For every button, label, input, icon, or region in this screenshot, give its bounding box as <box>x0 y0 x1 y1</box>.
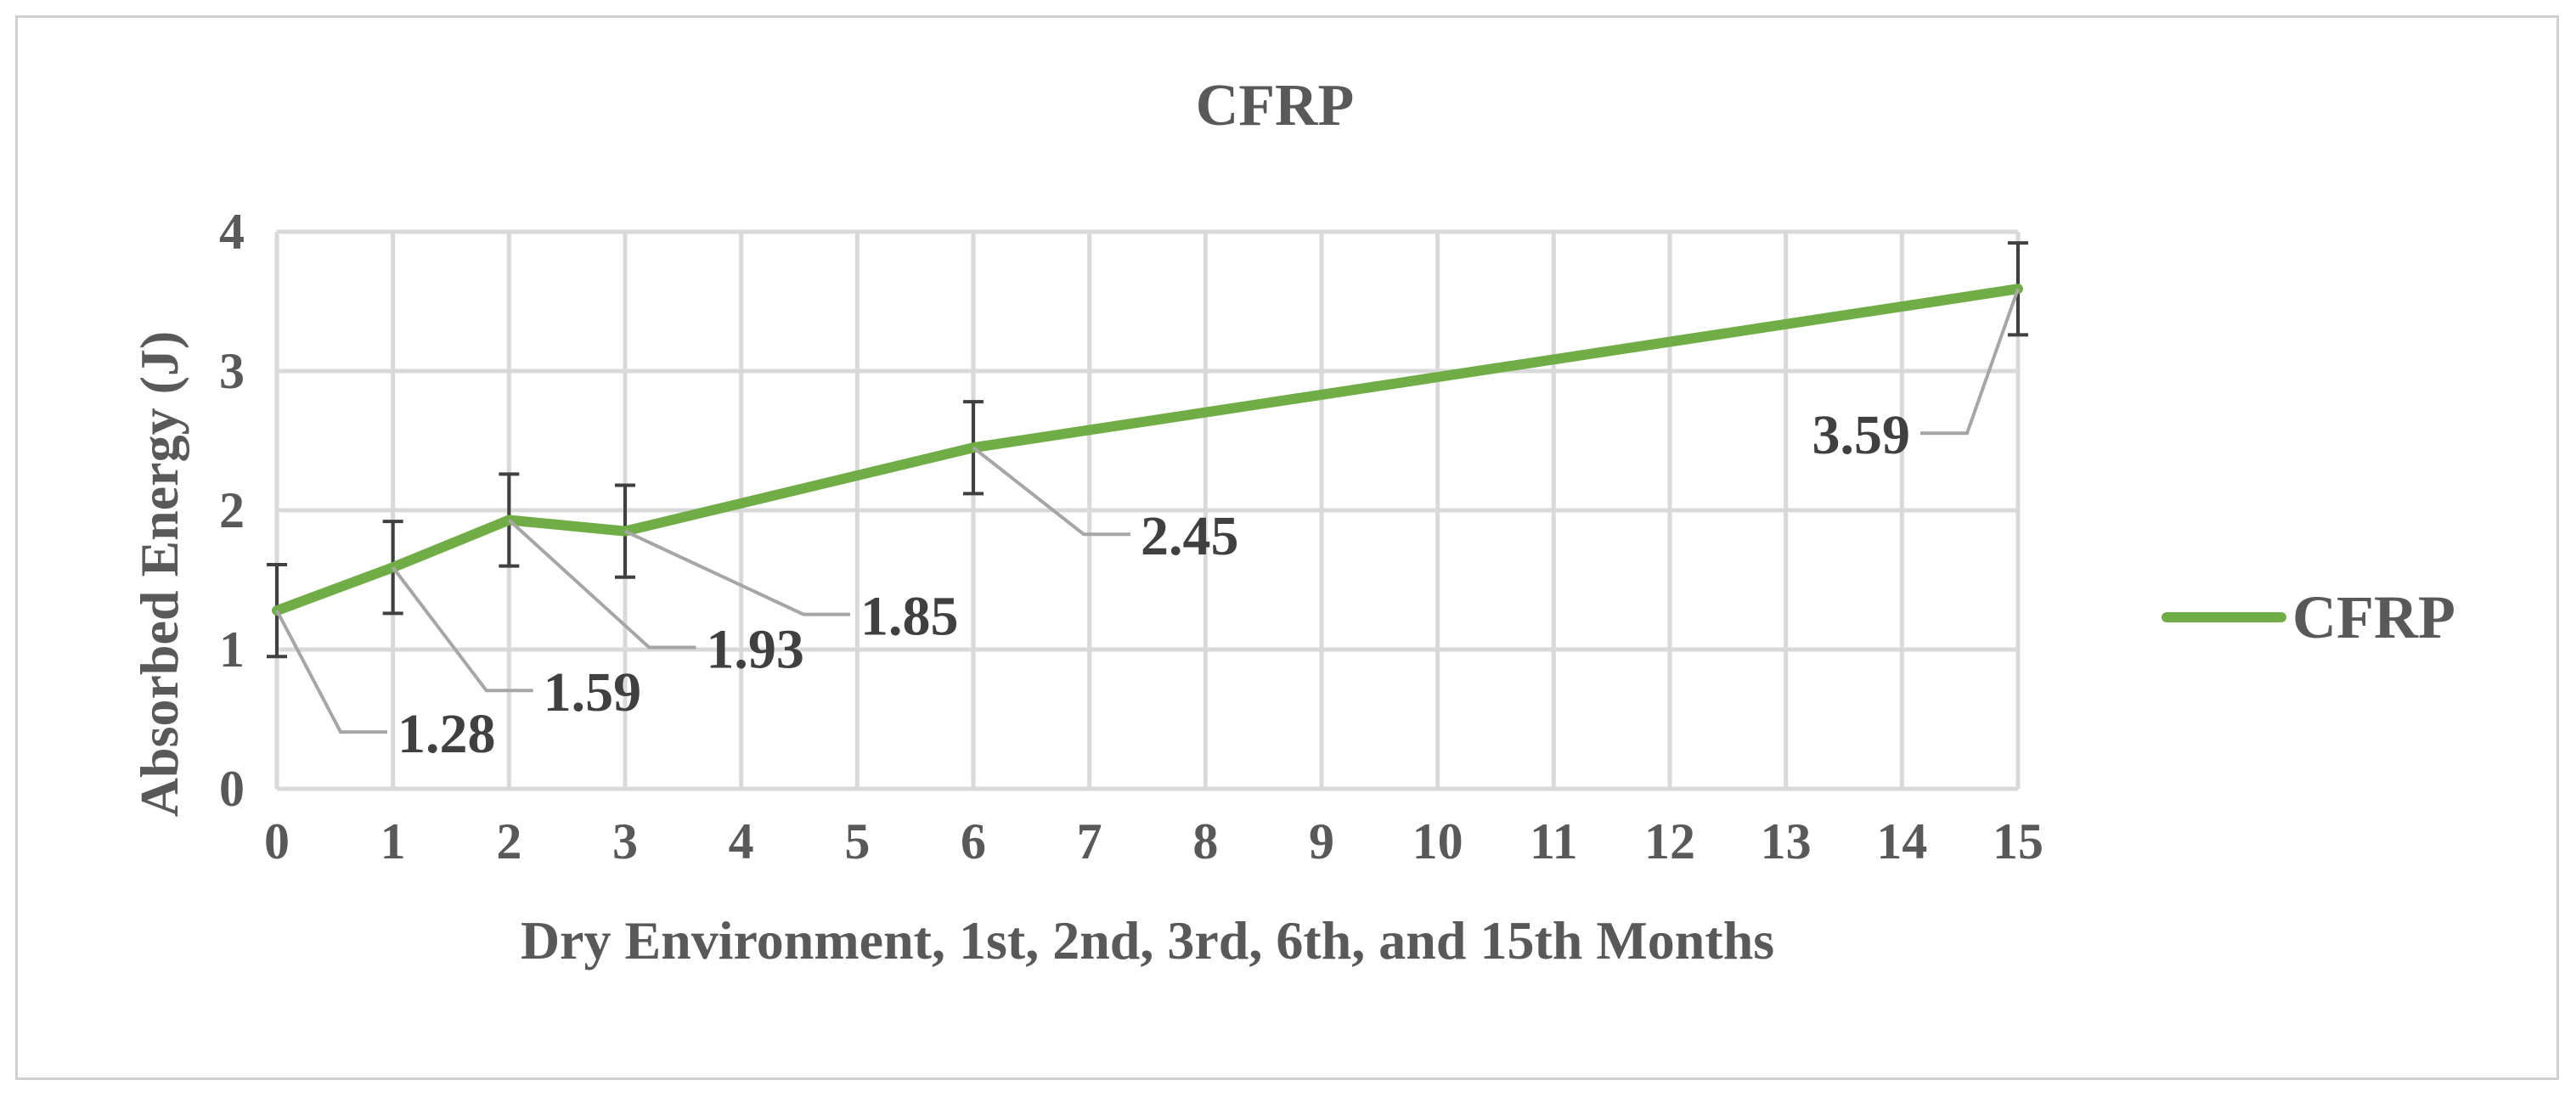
error-bars <box>267 241 2028 659</box>
data-label-leader <box>392 566 533 693</box>
x-tick-label: 8 <box>1192 813 1218 869</box>
y-tick-label: 4 <box>219 204 245 260</box>
grid-layer <box>274 229 2021 791</box>
x-tick-label: 13 <box>1761 813 1812 869</box>
x-tick-label: 10 <box>1412 813 1463 869</box>
chart-title: CFRP <box>1196 73 1355 138</box>
y-tick-label: 3 <box>219 343 245 399</box>
data-label: 1.28 <box>397 703 496 765</box>
data-label-leader <box>972 446 1130 537</box>
x-tick-label: 5 <box>844 813 870 869</box>
x-axis-title: Dry Environment, 1st, 2nd, 3rd, 6th, and… <box>521 910 1774 970</box>
data-label: 1.93 <box>706 618 804 680</box>
x-tick-label: 14 <box>1876 813 1927 869</box>
data-label: 2.45 <box>1141 505 1239 567</box>
y-tick-label: 1 <box>219 622 245 678</box>
data-labels: 1.28 1.59 1.93 1.85 2.45 3.59 <box>275 288 2020 765</box>
data-label: 3.59 <box>1812 404 1911 466</box>
x-tick-label: 1 <box>380 813 406 869</box>
data-label-leader <box>275 610 387 734</box>
x-tick-label: 0 <box>264 813 290 869</box>
data-label-leader <box>1920 288 2020 436</box>
x-tick-label: 3 <box>612 813 638 869</box>
y-tick-label: 0 <box>219 761 245 817</box>
y-tick-label: 2 <box>219 482 245 538</box>
x-tick-label: 7 <box>1077 813 1102 869</box>
legend: CFRP <box>2162 583 2455 651</box>
y-axis-title: Absorbed Energy (J) <box>129 331 189 817</box>
data-label-leader <box>507 519 696 650</box>
data-label: 1.59 <box>544 661 642 723</box>
x-tick-label: 9 <box>1309 813 1334 869</box>
x-tick-label: 15 <box>1993 813 2043 869</box>
x-tick-label: 12 <box>1644 813 1695 869</box>
x-tick-label: 2 <box>496 813 521 869</box>
data-label: 1.85 <box>860 586 959 648</box>
x-tick-label: 11 <box>1530 813 1578 869</box>
x-tick-labels: 0 1 2 3 4 5 6 7 8 9 10 11 12 13 14 15 <box>264 813 2043 869</box>
x-tick-label: 4 <box>729 813 754 869</box>
data-label-leader <box>624 529 850 616</box>
x-tick-label: 6 <box>961 813 986 869</box>
legend-label-cfrp: CFRP <box>2292 583 2455 651</box>
y-tick-labels: 0 1 2 3 4 <box>219 204 245 817</box>
series-line-cfrp <box>272 284 2023 616</box>
series-line-layer <box>272 284 2023 616</box>
